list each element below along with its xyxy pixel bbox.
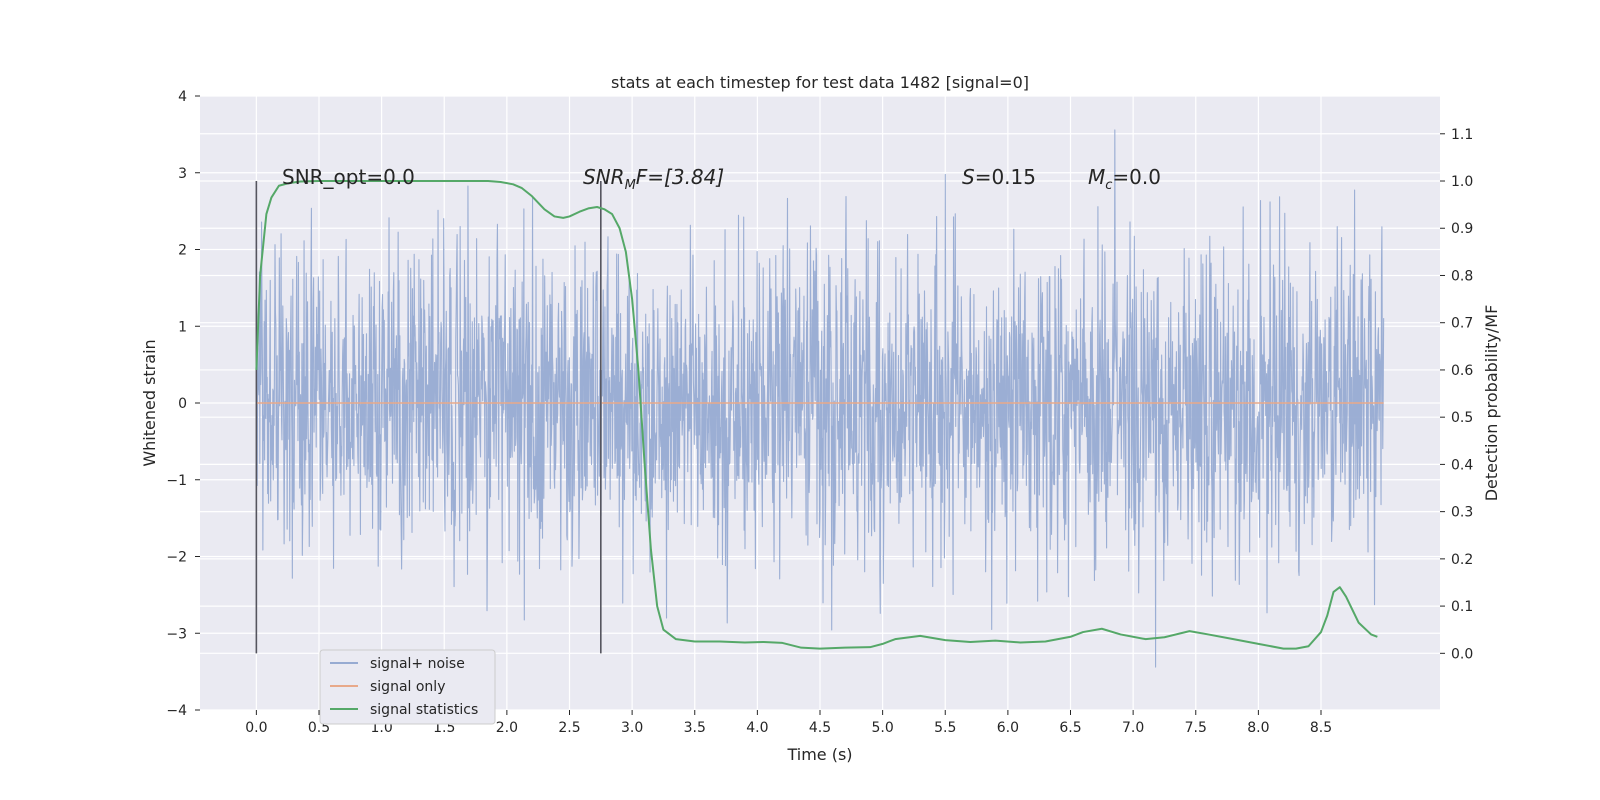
x-tick-label: 6.5 bbox=[1059, 720, 1081, 736]
signal-statistics-line bbox=[255, 180, 1378, 650]
y-tick-label: 1 bbox=[178, 319, 187, 335]
y-tick-label: 2 bbox=[178, 243, 187, 259]
annotation-snr-mf: SNRMF=[3.84] bbox=[583, 165, 724, 193]
annotation-s: S=0.15 bbox=[962, 165, 1036, 189]
annotation-mc: Mc=0.0 bbox=[1088, 165, 1161, 193]
y2-tick-label: 0.5 bbox=[1451, 410, 1473, 426]
y-tick-label: 4 bbox=[178, 89, 187, 105]
y2-axis-label: Detection probability/MF bbox=[1482, 305, 1501, 502]
signal-noise-line bbox=[255, 129, 1385, 668]
x-tick-label: 4.5 bbox=[809, 720, 831, 736]
y2-tick-label: 0.0 bbox=[1451, 646, 1473, 662]
x-tick-label: 5.5 bbox=[934, 720, 956, 736]
legend-label-signal-only: signal only bbox=[370, 679, 445, 695]
y2-tick-label: 0.7 bbox=[1451, 316, 1473, 332]
legend-box bbox=[319, 649, 496, 725]
annotation-mc-rest: =0.0 bbox=[1112, 165, 1161, 189]
vertical-markers bbox=[255, 181, 602, 654]
x-tick-label: 5.0 bbox=[871, 720, 893, 736]
y2-tick-label: 1.0 bbox=[1451, 174, 1473, 190]
y-tick-label: −3 bbox=[166, 626, 187, 642]
chart-title: stats at each timestep for test data 148… bbox=[611, 73, 1029, 92]
x-axis-label: Time (s) bbox=[786, 745, 852, 764]
y-axis-label: Whitened strain bbox=[140, 339, 159, 466]
annotation-mc-base: M bbox=[1088, 165, 1105, 189]
x-tick-label: 0.0 bbox=[245, 720, 267, 736]
signal-noise-series bbox=[255, 129, 1385, 668]
annotation-snr-opt: SNR_opt=0.0 bbox=[282, 165, 415, 189]
x-tick-label: 2.0 bbox=[496, 720, 518, 736]
x-tick-label: 2.5 bbox=[558, 720, 580, 736]
x-tick-label: 3.0 bbox=[621, 720, 643, 736]
annotation-snr-mf-sub: M bbox=[625, 178, 636, 193]
x-tick-label: 6.0 bbox=[997, 720, 1019, 736]
legend-label-signal-statistics: signal statistics bbox=[370, 702, 478, 718]
x-tick-label: 3.5 bbox=[684, 720, 706, 736]
x-tick-label: 8.5 bbox=[1310, 720, 1332, 736]
y-tick-label: 0 bbox=[178, 396, 187, 412]
y-tick-label: 3 bbox=[178, 166, 187, 182]
y2-tick-label: 0.2 bbox=[1451, 552, 1473, 568]
y2-tick-label: 1.1 bbox=[1451, 127, 1473, 143]
y2-tick-label: 0.1 bbox=[1451, 599, 1473, 615]
x-tick-label: 7.0 bbox=[1122, 720, 1144, 736]
x-tick-label: 8.0 bbox=[1247, 720, 1269, 736]
y2-tick-label: 0.3 bbox=[1451, 505, 1473, 521]
x-tick-label: 7.5 bbox=[1185, 720, 1207, 736]
x-tick-label: 4.0 bbox=[746, 720, 768, 736]
annotation-s-rest: =0.15 bbox=[975, 165, 1036, 189]
annotation-snr-mf-base: SNR bbox=[583, 165, 625, 189]
signal-statistics-series bbox=[255, 180, 1378, 650]
y2-tick-label: 0.6 bbox=[1451, 363, 1473, 379]
axis-ticks: 0.0 0.5 1.0 1.5 2.0 2.5 3.0 3.5 4.0 4.5 5.0 5.5 6.0 6… bbox=[166, 89, 1473, 736]
annotation-mc-sub: c bbox=[1105, 178, 1112, 193]
y2-tick-label: 0.9 bbox=[1451, 221, 1473, 237]
legend: signal+ noise signal only signal statist… bbox=[319, 649, 496, 725]
legend-label-signal-noise: signal+ noise bbox=[370, 656, 465, 672]
annotation-snr-mf-rest: F=[3.84] bbox=[636, 165, 724, 189]
y2-tick-label: 0.8 bbox=[1451, 268, 1473, 284]
y-tick-label: −4 bbox=[166, 703, 187, 719]
y-tick-label: −1 bbox=[166, 473, 187, 489]
y-tick-label: −2 bbox=[166, 550, 187, 566]
annotation-s-base: S bbox=[962, 165, 975, 189]
y2-tick-label: 0.4 bbox=[1451, 457, 1473, 473]
